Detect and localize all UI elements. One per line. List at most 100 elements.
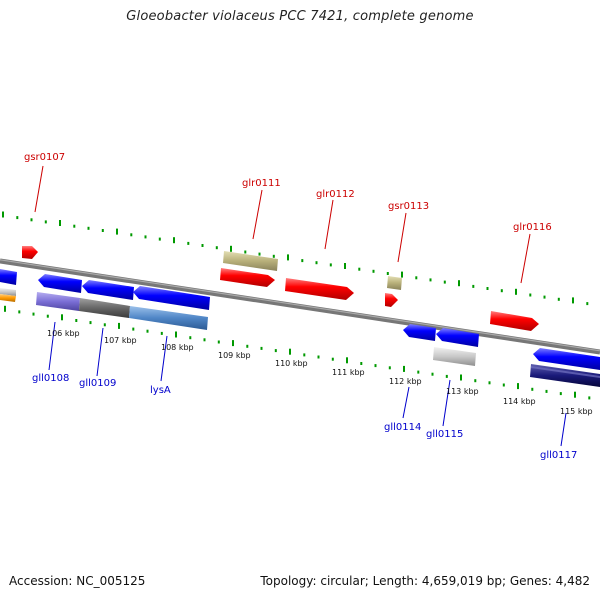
tick-minor <box>32 312 35 316</box>
gene-label-glr0112[interactable]: glr0112 <box>316 189 355 200</box>
tick-minor <box>472 284 475 288</box>
tick-minor <box>557 297 560 301</box>
forward-tick-row <box>2 211 589 306</box>
tick-minor <box>488 381 491 385</box>
reverse-tick-row <box>4 305 591 400</box>
map-title: Gloeobacter violaceus PCC 7421, complete… <box>126 9 474 24</box>
gene-arrow-gll0108[interactable] <box>38 274 82 293</box>
feature-bar-purple <box>36 292 80 311</box>
tick-minor <box>158 237 161 241</box>
scale-label-108: 108 kbp <box>161 343 194 352</box>
gene-arrow-gll0115[interactable] <box>436 328 479 347</box>
feature-bar-orange-edge <box>0 294 16 302</box>
tick-minor <box>502 383 505 387</box>
tick-major <box>61 314 63 321</box>
tick-minor <box>415 276 418 280</box>
tick-minor <box>258 252 261 256</box>
tick-major <box>175 331 177 338</box>
tick-minor <box>588 396 591 400</box>
tick-minor <box>160 331 163 335</box>
tick-major <box>346 357 348 364</box>
genome-backbone-highlight <box>0 259 600 352</box>
tick-minor <box>144 235 147 239</box>
tick-major <box>59 220 61 226</box>
tick-minor <box>486 287 489 290</box>
tick-major <box>287 254 289 261</box>
gene-label-gsr0113[interactable]: gsr0113 <box>388 201 429 212</box>
gene-label-gsr0107[interactable]: gsr0107 <box>24 152 65 163</box>
tick-minor <box>18 310 21 314</box>
scale-label-112: 112 kbp <box>389 377 422 386</box>
tick-minor <box>315 261 318 265</box>
tick-major <box>401 271 403 278</box>
tick-major <box>344 263 346 269</box>
gene-arrow-gsr0107[interactable] <box>22 246 38 259</box>
gene-label-gll0108[interactable]: gll0108 <box>32 373 69 384</box>
tick-minor <box>215 246 218 250</box>
gene-arrow-gsr0113[interactable] <box>385 293 398 307</box>
tick-major <box>4 305 6 312</box>
tick-minor <box>146 329 149 333</box>
genome-backbone <box>0 258 600 355</box>
tick-major <box>118 322 120 329</box>
tick-minor <box>445 374 448 378</box>
tick-minor <box>301 259 304 263</box>
tick-minor <box>75 319 78 322</box>
tick-minor <box>500 289 503 293</box>
feature-bar-silver <box>433 347 476 366</box>
tick-minor <box>443 280 446 284</box>
tick-minor <box>358 267 361 271</box>
scale-label-106: 106 kbp <box>47 329 80 338</box>
tick-minor <box>260 346 263 350</box>
tick-minor <box>303 353 306 357</box>
gene-label-glr0116[interactable]: glr0116 <box>513 222 552 233</box>
gene-label-glr0111[interactable]: glr0111 <box>242 178 281 189</box>
tick-minor <box>360 362 363 365</box>
gene-label-gll0114[interactable]: gll0114 <box>384 422 421 433</box>
tick-minor <box>386 272 389 275</box>
tick-minor <box>30 218 33 222</box>
gene-arrow-lysA[interactable] <box>133 286 210 310</box>
gene-arrow-gll0109[interactable] <box>82 280 134 300</box>
tick-minor <box>203 338 206 342</box>
gene-arrow-glr0112[interactable] <box>285 278 354 300</box>
feature-bar-tan-2 <box>387 276 402 290</box>
gene-arrow-gll0114[interactable] <box>403 324 436 341</box>
tick-major <box>232 340 234 347</box>
feature-bar-gray <box>79 298 130 318</box>
tick-minor <box>87 226 90 230</box>
scale-labels: 106 kbp 107 kbp 108 kbp 109 kbp 110 kbp … <box>47 329 593 416</box>
scale-label-114: 114 kbp <box>503 397 536 406</box>
tick-minor <box>187 241 190 245</box>
forward-callouts <box>34 165 531 284</box>
tick-minor <box>529 293 532 297</box>
tick-major <box>517 383 519 390</box>
gene-arrow-glr0111[interactable] <box>220 268 275 287</box>
feature-bar-tan-1 <box>223 251 278 271</box>
scale-label-111: 111 kbp <box>332 368 365 377</box>
scale-label-115: 115 kbp <box>560 407 593 416</box>
forward-genes <box>22 246 539 331</box>
tick-minor <box>474 379 477 383</box>
tick-minor <box>132 327 135 331</box>
reverse-feature-band <box>0 288 600 387</box>
gene-arrow-glr0116[interactable] <box>490 311 539 331</box>
genome-summary-text: Topology: circular; Length: 4,659,019 bp… <box>260 574 590 588</box>
tick-major <box>289 348 291 355</box>
reverse-callouts <box>48 321 567 447</box>
tick-minor <box>89 321 92 325</box>
gene-label-lysA[interactable]: lysA <box>150 385 171 396</box>
tick-minor <box>331 357 334 361</box>
tick-major <box>460 374 462 381</box>
gene-label-gll0109[interactable]: gll0109 <box>79 378 116 389</box>
gene-label-gll0115[interactable]: gll0115 <box>426 429 463 440</box>
tick-minor <box>272 254 275 258</box>
tick-minor <box>586 302 589 306</box>
gene-arrow-gll0117[interactable] <box>533 348 600 370</box>
gene-label-gll0117[interactable]: gll0117 <box>540 450 577 461</box>
forward-gene-labels: gsr0107 glr0111 glr0112 gsr0113 glr0116 <box>24 152 552 233</box>
tick-major <box>458 280 460 287</box>
tick-minor <box>46 314 49 318</box>
tick-minor <box>559 392 562 396</box>
